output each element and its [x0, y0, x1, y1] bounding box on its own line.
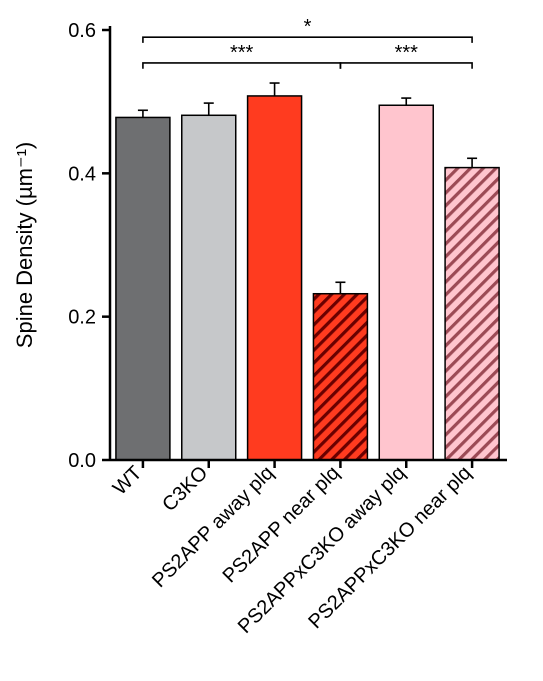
x-category-label: C3KO [158, 462, 212, 516]
bar-2 [248, 96, 302, 460]
bar-1 [182, 115, 236, 460]
x-category-label: PS2APP near plq [219, 462, 344, 587]
sig-label: *** [395, 42, 419, 64]
x-category-label: PS2APP away plq [148, 462, 278, 592]
ytick-label: 0.2 [68, 307, 96, 329]
bar-4 [379, 105, 433, 460]
ytick-label: 0.6 [68, 20, 96, 42]
bar-0 [116, 117, 170, 460]
ytick-label: 0.0 [68, 450, 96, 472]
sig-label: * [304, 16, 312, 38]
bar-5 [445, 168, 499, 460]
x-category-label: WT [109, 462, 147, 500]
y-axis-label: Spine Density (µm⁻¹) [12, 142, 37, 348]
ytick-label: 0.4 [68, 163, 96, 185]
sig-label: *** [230, 42, 254, 64]
spine-density-bar-chart: 0.0 0.2 0.4 0.6 WT C3KOPS2APP away plqPS2APP … [0, 0, 543, 681]
bar-3 [313, 294, 367, 460]
